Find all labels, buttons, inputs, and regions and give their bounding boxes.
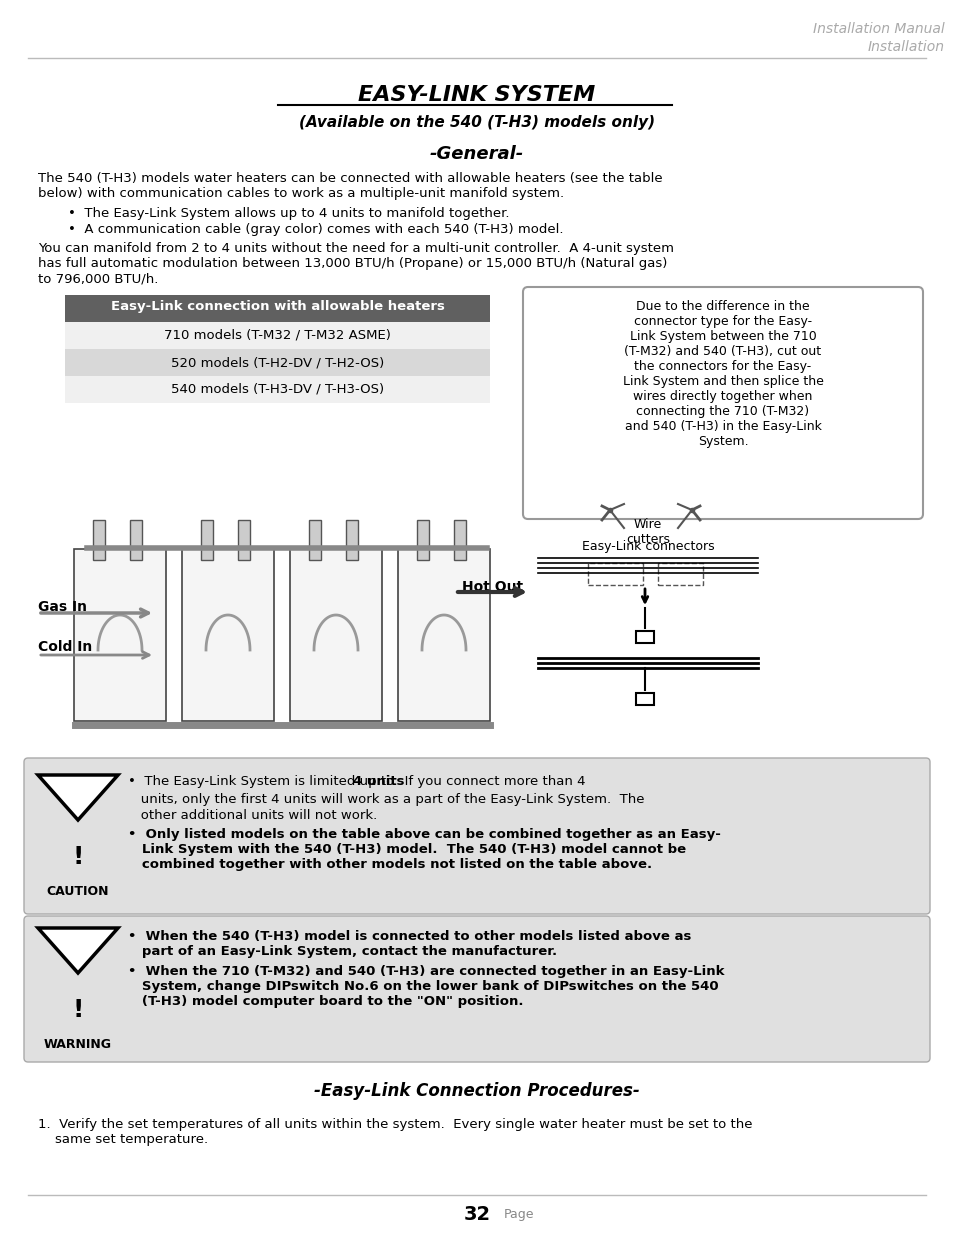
Text: other additional units will not work.: other additional units will not work.	[128, 809, 376, 823]
Text: (Available on the 540 (T-H3) models only): (Available on the 540 (T-H3) models only…	[298, 115, 655, 130]
Text: 710 models (T-M32 / T-M32 ASME): 710 models (T-M32 / T-M32 ASME)	[164, 329, 391, 342]
Text: Cold In: Cold In	[38, 640, 92, 655]
FancyBboxPatch shape	[24, 758, 929, 914]
Text: WARNING: WARNING	[44, 1037, 112, 1051]
Text: Due to the difference in the
connector type for the Easy-
Link System between th: Due to the difference in the connector t…	[622, 300, 822, 448]
Text: Hot Out: Hot Out	[461, 580, 522, 594]
Text: !: !	[72, 845, 84, 869]
FancyBboxPatch shape	[522, 287, 923, 519]
FancyBboxPatch shape	[237, 520, 250, 559]
FancyBboxPatch shape	[65, 375, 490, 403]
Text: 520 models (T-H2-DV / T-H2-OS): 520 models (T-H2-DV / T-H2-OS)	[171, 356, 384, 369]
FancyBboxPatch shape	[182, 550, 274, 721]
FancyBboxPatch shape	[346, 520, 357, 559]
Text: Easy-Link connectors: Easy-Link connectors	[581, 540, 714, 553]
FancyBboxPatch shape	[309, 520, 320, 559]
FancyBboxPatch shape	[92, 520, 105, 559]
FancyBboxPatch shape	[397, 550, 490, 721]
Text: EASY-LINK SYSTEM: EASY-LINK SYSTEM	[358, 85, 595, 105]
FancyBboxPatch shape	[130, 520, 142, 559]
Text: 4 units: 4 units	[354, 776, 405, 788]
Text: •  The Easy-Link System allows up to 4 units to manifold together.: • The Easy-Link System allows up to 4 un…	[68, 207, 509, 220]
Text: You can manifold from 2 to 4 units without the need for a multi-unit controller.: You can manifold from 2 to 4 units witho…	[38, 242, 673, 285]
FancyBboxPatch shape	[24, 916, 929, 1062]
Text: 32: 32	[463, 1205, 490, 1224]
Text: Installation Manual: Installation Manual	[812, 22, 944, 36]
Text: Installation: Installation	[867, 40, 944, 54]
Text: Page: Page	[503, 1208, 534, 1221]
Text: -General-: -General-	[430, 144, 523, 163]
FancyBboxPatch shape	[636, 693, 654, 705]
FancyBboxPatch shape	[658, 563, 702, 585]
Text: The 540 (T-H3) models water heaters can be connected with allowable heaters (see: The 540 (T-H3) models water heaters can …	[38, 172, 662, 200]
Text: !: !	[72, 998, 84, 1023]
FancyBboxPatch shape	[290, 550, 381, 721]
Text: CAUTION: CAUTION	[47, 885, 110, 898]
Text: Gas In: Gas In	[38, 600, 87, 614]
Polygon shape	[38, 776, 118, 820]
Text: •  When the 710 (T-M32) and 540 (T-H3) are connected together in an Easy-Link
  : • When the 710 (T-M32) and 540 (T-H3) ar…	[128, 965, 723, 1008]
Text: •  Only listed models on the table above can be combined together as an Easy-
  : • Only listed models on the table above …	[128, 827, 720, 871]
FancyBboxPatch shape	[587, 563, 642, 585]
FancyBboxPatch shape	[201, 520, 213, 559]
FancyBboxPatch shape	[65, 322, 490, 350]
Text: Easy-Link connection with allowable heaters: Easy-Link connection with allowable heat…	[111, 300, 444, 312]
Text: 1.  Verify the set temperatures of all units within the system.  Every single wa: 1. Verify the set temperatures of all un…	[38, 1118, 752, 1146]
Text: .  If you connect more than 4: . If you connect more than 4	[392, 776, 585, 788]
FancyBboxPatch shape	[65, 350, 490, 375]
Text: units, only the first 4 units will work as a part of the Easy-Link System.  The: units, only the first 4 units will work …	[128, 793, 644, 806]
Text: 540 models (T-H3-DV / T-H3-OS): 540 models (T-H3-DV / T-H3-OS)	[171, 383, 384, 396]
Text: •  The Easy-Link System is limited up to: • The Easy-Link System is limited up to	[128, 776, 398, 788]
FancyBboxPatch shape	[65, 295, 490, 322]
FancyBboxPatch shape	[416, 520, 429, 559]
FancyBboxPatch shape	[454, 520, 465, 559]
Text: -Easy-Link Connection Procedures-: -Easy-Link Connection Procedures-	[314, 1082, 639, 1100]
Text: Wire
cutters: Wire cutters	[625, 517, 669, 546]
Text: •  When the 540 (T-H3) model is connected to other models listed above as
   par: • When the 540 (T-H3) model is connected…	[128, 930, 691, 958]
Text: •  A communication cable (gray color) comes with each 540 (T-H3) model.: • A communication cable (gray color) com…	[68, 224, 563, 236]
FancyBboxPatch shape	[636, 631, 654, 643]
Polygon shape	[38, 927, 118, 973]
FancyBboxPatch shape	[74, 550, 166, 721]
